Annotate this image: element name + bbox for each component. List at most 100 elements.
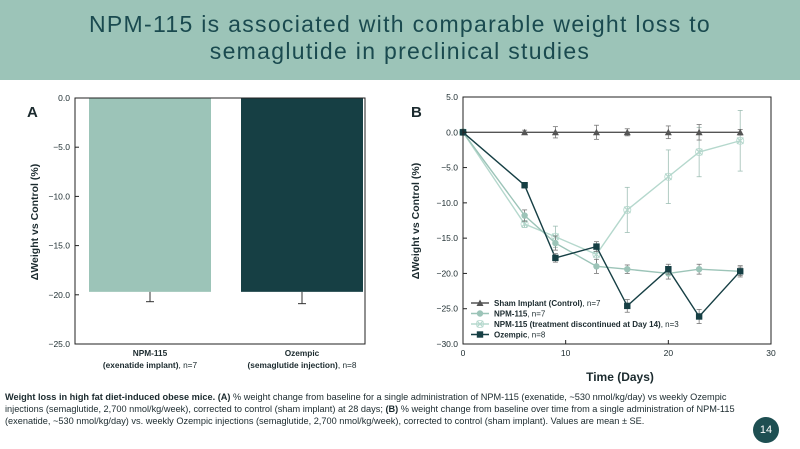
category-detail-bold: (semaglutide injection) xyxy=(247,360,338,370)
circle-marker xyxy=(624,265,631,273)
y-tick-label: −15.0 xyxy=(436,233,458,243)
y-tick-label: 5.0 xyxy=(446,92,458,102)
square-marker xyxy=(593,243,600,250)
triangle-marker xyxy=(664,128,672,136)
caption-b-text: % weight change from baseline over time … xyxy=(5,404,735,427)
y-tick-label: 0.0 xyxy=(446,127,458,137)
panel-a-letter: A xyxy=(27,104,38,121)
x-marker-ring xyxy=(664,172,673,181)
x-tick-label: 10 xyxy=(561,348,571,358)
y-tick-label: −20.0 xyxy=(436,268,458,278)
panel-b-line-chart: B ΔWeight vs Control (%) Time (Days) 5.0… xyxy=(410,92,776,384)
y-tick-label: −10.0 xyxy=(48,191,70,201)
square-marker xyxy=(476,331,484,338)
x-category-label: Ozempic xyxy=(285,348,320,358)
triangle-marker xyxy=(695,128,703,136)
panel-b-x-axis-label: Time (Days) xyxy=(586,370,654,384)
x-marker-stroke xyxy=(695,148,703,156)
series-line xyxy=(462,131,741,318)
circle-marker xyxy=(695,265,703,273)
legend-label: Ozempic xyxy=(494,331,528,340)
square-marker xyxy=(624,302,631,310)
x-marker-ring xyxy=(736,136,745,145)
category-detail-bold: (exenatide implant) xyxy=(103,360,179,370)
series-line xyxy=(462,131,741,275)
square-marker xyxy=(665,265,672,273)
y-tick-label: −25.0 xyxy=(436,304,458,314)
category-n: , n=7 xyxy=(178,360,197,370)
bar-ozempic xyxy=(241,98,363,292)
triangle-marker xyxy=(476,299,484,306)
charts-canvas: A ΔWeight vs Control (%) NPM-115 (exenati… xyxy=(27,92,776,384)
x-marker xyxy=(664,172,673,181)
bar-npm115 xyxy=(89,98,211,292)
x-marker-stroke xyxy=(592,250,601,258)
legend-entry: NPM-115, n=7 xyxy=(494,310,546,319)
x-marker xyxy=(623,205,632,214)
x-marker-stroke xyxy=(520,220,529,228)
square-marker xyxy=(552,254,559,262)
x-tick-label: 20 xyxy=(664,348,674,358)
y-tick-label: −10.0 xyxy=(436,198,458,208)
series-line xyxy=(462,131,741,256)
plot-frame xyxy=(74,97,366,345)
circle-marker xyxy=(476,310,484,317)
y-tick-label: −25.0 xyxy=(48,339,70,349)
x-marker-stroke xyxy=(736,137,744,145)
title-band xyxy=(0,0,800,80)
legend-entry: NPM-115 (treatment discontinued at Day 1… xyxy=(494,320,679,329)
x-marker xyxy=(736,136,745,145)
legend-entry: Ozempic, n=8 xyxy=(494,331,546,340)
triangle-marker xyxy=(592,128,600,136)
caption-b-tag: (B) xyxy=(385,404,399,415)
slide-title: NPM-115 is associated with comparable we… xyxy=(89,11,711,64)
triangle-marker xyxy=(736,128,744,136)
triangle-marker xyxy=(551,128,559,136)
x-tick-label: 30 xyxy=(766,348,776,358)
x-marker-ring xyxy=(695,148,704,157)
category-n: , n=8 xyxy=(338,360,357,370)
panel-a-y-axis-label: ΔWeight vs Control (%) xyxy=(29,164,41,280)
y-tick-label: −15.0 xyxy=(48,241,70,251)
legend-n: , n=7 xyxy=(527,310,546,319)
x-marker-stroke xyxy=(664,173,672,181)
x-marker-ring xyxy=(475,319,484,328)
triangle-marker xyxy=(521,128,529,136)
square-marker xyxy=(737,268,744,275)
caption-a-text: % weight change from baseline for a sing… xyxy=(5,392,727,415)
y-tick-label: −30.0 xyxy=(436,339,458,349)
caption-lead: Weight loss in high fat diet-induced obe… xyxy=(5,392,216,402)
y-tick-label: −5.0 xyxy=(53,142,70,152)
x-category-detail: (semaglutide injection), n=8 xyxy=(247,360,356,370)
legend-label: Sham Implant (Control) xyxy=(494,299,583,308)
y-tick-label: 0.0 xyxy=(58,93,70,103)
circle-marker xyxy=(552,239,559,247)
x-category-detail: (exenatide implant), n=7 xyxy=(103,360,198,370)
x-marker-ring xyxy=(623,205,632,214)
circle-marker xyxy=(593,263,600,270)
x-marker xyxy=(475,319,484,328)
caption-a-tag: (A) xyxy=(217,392,231,402)
x-marker-stroke xyxy=(476,320,484,328)
legend-entry: Sham Implant (Control), n=7 xyxy=(494,299,601,308)
legend-label: NPM-115 (treatment discontinued at Day 1… xyxy=(494,320,661,329)
series-triangle xyxy=(459,124,744,141)
legend-n: , n=3 xyxy=(661,320,680,329)
legend-n: , n=8 xyxy=(527,331,546,340)
circle-marker xyxy=(521,212,528,219)
legend-n: , n=7 xyxy=(582,299,601,308)
page-number-badge: 14 xyxy=(753,417,779,443)
figure-caption: Weight loss in high fat diet-induced obe… xyxy=(5,391,750,428)
x-marker-stroke xyxy=(623,206,631,214)
panel-b-y-axis-label: ΔWeight vs Control (%) xyxy=(410,163,422,279)
x-marker xyxy=(695,148,704,157)
plot-frame xyxy=(462,96,772,345)
y-tick-label: −20.0 xyxy=(48,290,70,300)
legend-label: NPM-115 xyxy=(494,310,528,319)
panel-b-letter: B xyxy=(411,104,422,121)
square-marker xyxy=(521,182,528,189)
y-tick-label: −5.0 xyxy=(441,163,458,173)
series-square xyxy=(459,129,744,324)
x-tick-label: 0 xyxy=(461,348,466,358)
